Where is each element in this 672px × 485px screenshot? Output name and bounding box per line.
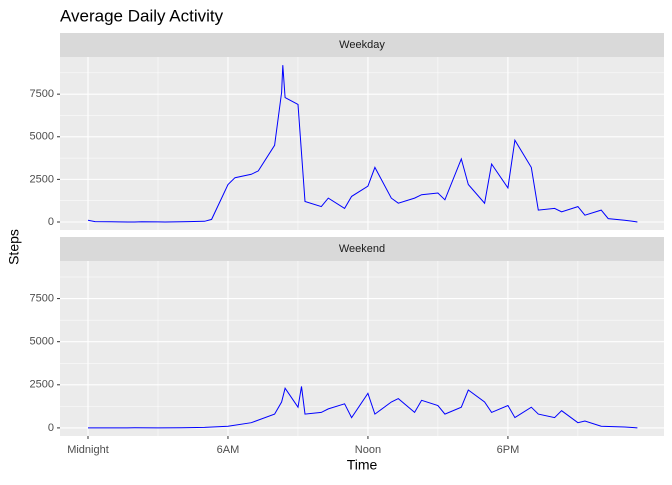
chart-title: Average Daily Activity bbox=[60, 6, 224, 25]
y-tick-label: 0 bbox=[48, 422, 54, 434]
strip-label: Weekend bbox=[339, 243, 385, 255]
panel-background bbox=[60, 57, 664, 230]
line bbox=[87, 65, 638, 223]
panel-background bbox=[60, 261, 664, 436]
x-tick-label: 6AM bbox=[217, 444, 240, 456]
y-tick-label: 5000 bbox=[30, 131, 54, 143]
y-tick-label: 2500 bbox=[30, 173, 54, 185]
line bbox=[88, 386, 638, 429]
strip-label: Weekday bbox=[339, 39, 385, 51]
x-tick-label: Midnight bbox=[67, 444, 109, 456]
strip bbox=[60, 237, 664, 261]
y-tick-label: 7500 bbox=[30, 292, 54, 304]
y-tick-label: 5000 bbox=[30, 336, 54, 348]
x-tick-label: 6PM bbox=[497, 444, 520, 456]
x-axis-title: Time bbox=[347, 457, 378, 473]
y-tick-label: 2500 bbox=[30, 379, 54, 391]
strip bbox=[60, 33, 664, 57]
y-tick-label: 7500 bbox=[30, 88, 54, 100]
x-tick-label: Noon bbox=[355, 444, 381, 456]
y-axis-title: Steps bbox=[6, 229, 22, 265]
y-tick-label: 0 bbox=[48, 216, 54, 228]
